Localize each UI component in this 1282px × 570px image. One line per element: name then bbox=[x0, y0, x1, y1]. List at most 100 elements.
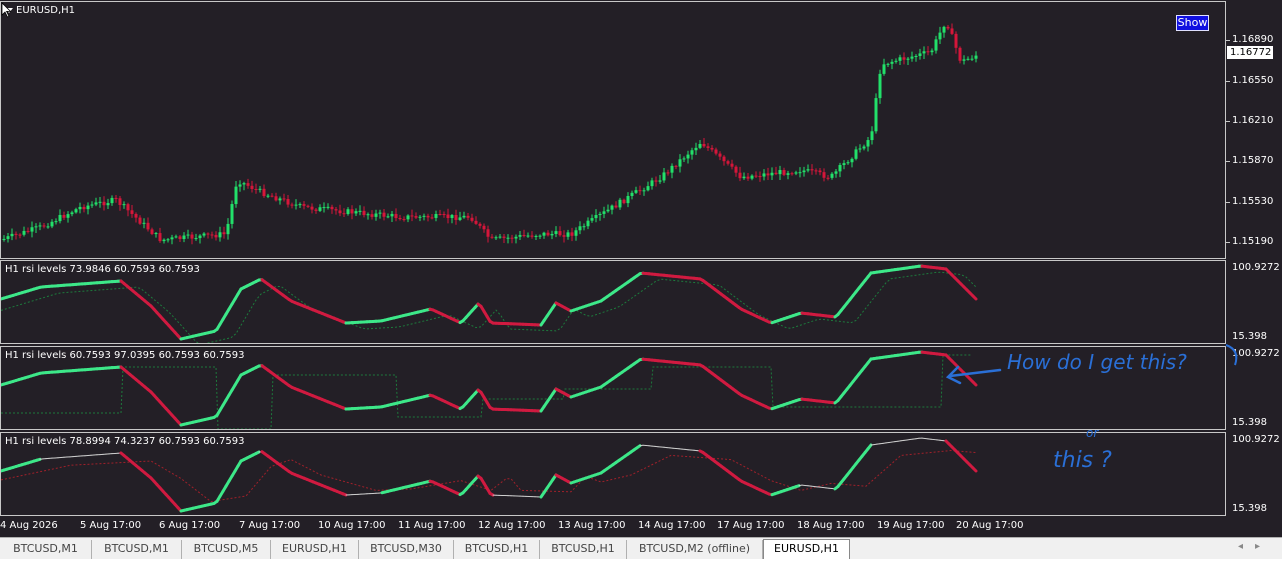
time-label: 11 Aug 17:00 bbox=[398, 520, 466, 531]
candle bbox=[886, 62, 890, 68]
time-label: 14 Aug 17:00 bbox=[638, 520, 706, 531]
rsi-segment bbox=[971, 294, 978, 301]
candle bbox=[166, 237, 170, 243]
candle bbox=[326, 203, 330, 210]
tab-scroll-arrows-icon[interactable]: ◂▸ bbox=[1237, 541, 1272, 552]
tab-btcusd-m1-b[interactable]: BTCUSD,M1 bbox=[92, 540, 182, 559]
candle bbox=[10, 228, 14, 241]
rsi-levels-pane-1[interactable]: H1 rsi levels 73.9846 60.7593 60.7593 bbox=[0, 260, 1226, 344]
candle bbox=[478, 222, 482, 229]
candle bbox=[754, 171, 758, 179]
candle bbox=[658, 174, 662, 184]
candle bbox=[230, 200, 234, 229]
candle bbox=[30, 221, 34, 238]
candle bbox=[374, 209, 378, 221]
chart-tab-bar: BTCUSD,M1 BTCUSD,M1 BTCUSD,M5 EURUSD,H1 … bbox=[0, 537, 1282, 560]
candle bbox=[430, 213, 434, 220]
price-scale[interactable]: 1.16890 1.16550 1.16210 1.15870 1.15530 … bbox=[1226, 0, 1282, 517]
candle bbox=[746, 173, 750, 181]
candle bbox=[138, 215, 142, 225]
candle bbox=[906, 56, 910, 66]
candle bbox=[34, 223, 38, 234]
tab-btcusd-m2-offline[interactable]: BTCUSD,M2 (offline) bbox=[627, 540, 763, 559]
candle bbox=[366, 212, 370, 220]
candle bbox=[322, 202, 326, 213]
tab-btcusd-h1-a[interactable]: BTCUSD,H1 bbox=[454, 540, 540, 559]
candle bbox=[762, 169, 766, 181]
candle bbox=[534, 234, 538, 241]
candle bbox=[546, 230, 550, 237]
candle bbox=[650, 177, 654, 190]
candle bbox=[734, 165, 738, 177]
time-label: 7 Aug 17:00 bbox=[239, 520, 301, 531]
candle bbox=[142, 218, 146, 229]
annotation-layer bbox=[945, 344, 1238, 385]
candle bbox=[522, 229, 526, 238]
candle bbox=[670, 163, 674, 179]
rsi-levels-pane-3[interactable]: H1 rsi levels 78.8994 74.3237 60.7593 60… bbox=[0, 432, 1226, 516]
rsi-segment bbox=[798, 484, 803, 487]
candle bbox=[246, 178, 250, 189]
candlestick-chart bbox=[2, 23, 978, 245]
candle bbox=[826, 175, 830, 181]
price-chart-pane[interactable]: EURUSD,H1 Show bbox=[0, 1, 1226, 259]
candle bbox=[838, 162, 842, 178]
time-axis[interactable]: 4 Aug 2026 5 Aug 17:00 6 Aug 17:00 7 Aug… bbox=[0, 517, 1226, 537]
candle bbox=[594, 209, 598, 223]
candle bbox=[314, 208, 318, 214]
candle bbox=[154, 231, 158, 238]
candle bbox=[942, 25, 946, 38]
candle bbox=[310, 203, 314, 214]
tab-btcusd-m30[interactable]: BTCUSD,M30 bbox=[359, 540, 454, 559]
candle bbox=[62, 211, 66, 220]
candle bbox=[434, 210, 438, 222]
tab-btcusd-m5[interactable]: BTCUSD,M5 bbox=[182, 540, 271, 559]
candle bbox=[810, 164, 814, 175]
tab-eurusd-h1-active[interactable]: EURUSD,H1 bbox=[763, 539, 850, 560]
time-label: 5 Aug 17:00 bbox=[80, 520, 142, 531]
candle bbox=[42, 223, 46, 229]
candle bbox=[930, 48, 934, 56]
show-button[interactable]: Show bbox=[1176, 15, 1209, 31]
candle bbox=[74, 207, 78, 214]
tab-eurusd-h1-a[interactable]: EURUSD,H1 bbox=[271, 540, 359, 559]
candle bbox=[282, 193, 286, 202]
candle bbox=[750, 174, 754, 181]
candle bbox=[442, 211, 446, 218]
candle bbox=[958, 46, 962, 64]
candle bbox=[922, 46, 926, 60]
candle bbox=[54, 218, 58, 225]
candle bbox=[22, 226, 26, 237]
tab-btcusd-m1-a[interactable]: BTCUSD,M1 bbox=[0, 540, 92, 559]
chart-window[interactable]: EURUSD,H1 Show H1 rsi levels 73.9846 60.… bbox=[0, 0, 1282, 537]
tab-btcusd-h1-b[interactable]: BTCUSD,H1 bbox=[540, 540, 627, 559]
candle bbox=[330, 204, 334, 214]
candle bbox=[898, 54, 902, 66]
candle bbox=[802, 166, 806, 177]
rsi-levels-pane-2[interactable]: H1 rsi levels 60.7593 97.0395 60.7593 60… bbox=[0, 346, 1226, 430]
candle bbox=[770, 167, 774, 180]
candle bbox=[346, 207, 350, 216]
candle bbox=[114, 194, 118, 203]
candle bbox=[554, 226, 558, 238]
candle bbox=[674, 164, 678, 170]
candle bbox=[974, 51, 978, 63]
candle bbox=[90, 201, 94, 208]
candle bbox=[98, 196, 102, 208]
candle bbox=[702, 138, 706, 148]
candle bbox=[206, 232, 210, 239]
candle bbox=[46, 223, 50, 229]
price-tick: 1.15530 bbox=[1232, 196, 1274, 207]
candle bbox=[414, 212, 418, 219]
candle bbox=[226, 218, 230, 240]
candle bbox=[454, 209, 458, 225]
candle bbox=[18, 233, 22, 239]
candle bbox=[870, 126, 874, 145]
candle bbox=[786, 170, 790, 180]
candle bbox=[962, 55, 966, 65]
candle bbox=[654, 176, 658, 187]
candle bbox=[566, 229, 570, 240]
rsi-step-line bbox=[1, 354, 971, 429]
candle bbox=[406, 214, 410, 223]
candle bbox=[914, 54, 918, 62]
